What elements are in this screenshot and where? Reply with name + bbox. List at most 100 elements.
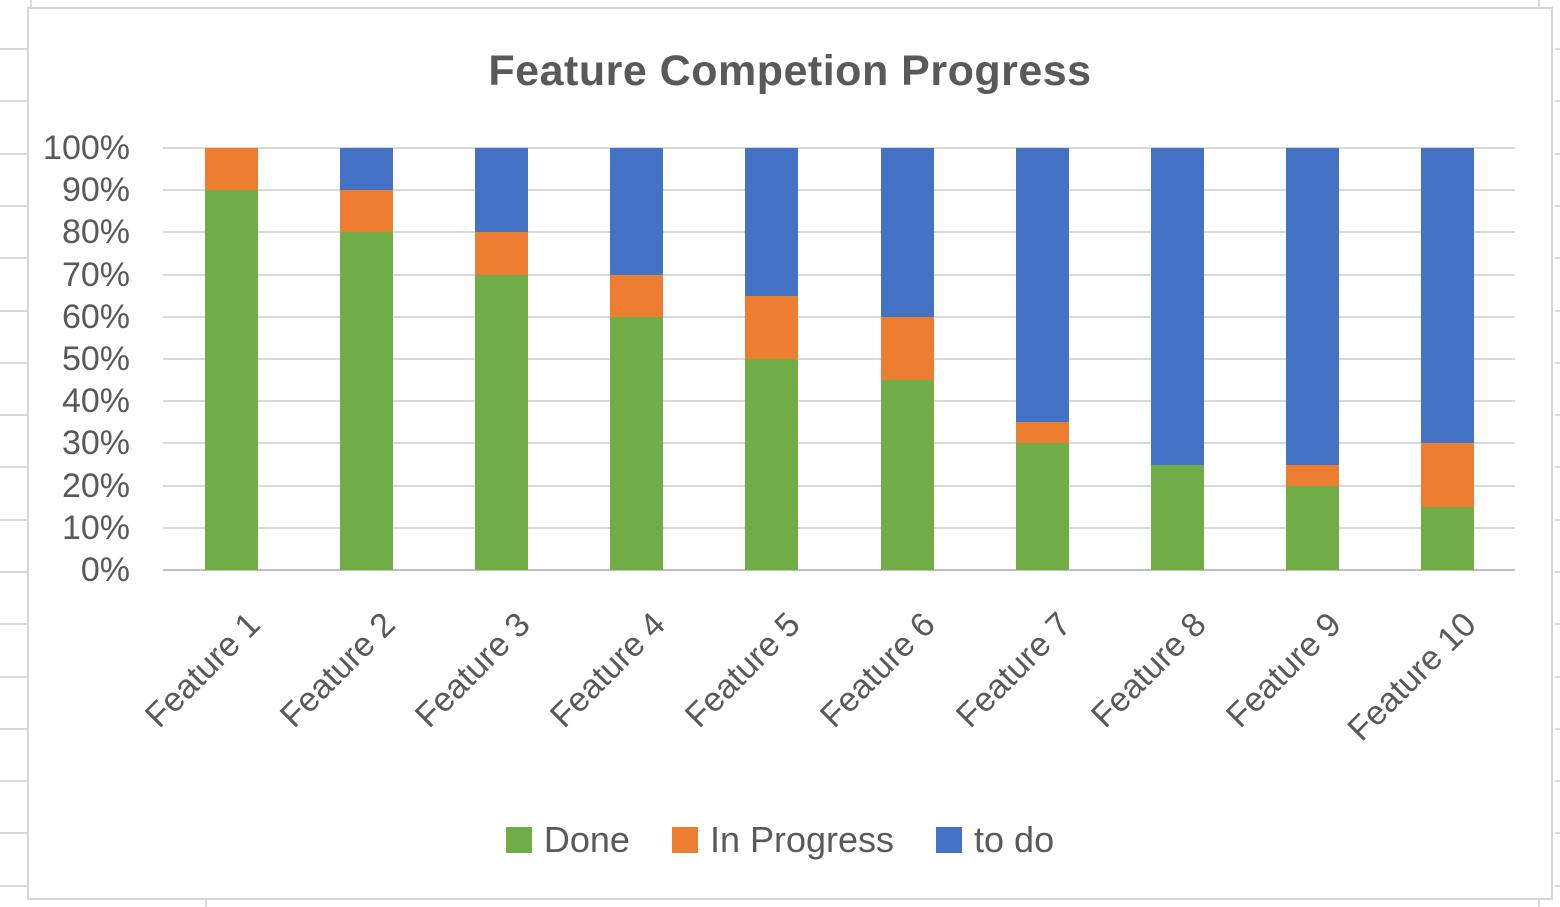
legend-label: In Progress <box>709 819 895 860</box>
worksheet-row-line <box>1555 257 1560 259</box>
major-gridline <box>163 273 1515 276</box>
bar-segment-in-progress[interactable] <box>340 190 394 233</box>
worksheet-row-line <box>0 571 27 573</box>
worksheet-column-line <box>30 0 32 7</box>
legend-item-done[interactable]: Done <box>505 820 630 860</box>
legend-item-in-progress[interactable]: In Progress <box>671 819 895 860</box>
worksheet-row-line <box>0 832 27 834</box>
worksheet-row-line <box>0 623 27 625</box>
worksheet-row-line <box>0 205 27 207</box>
bar-segment-done[interactable] <box>1420 506 1474 570</box>
bar-segment-done[interactable] <box>1015 443 1069 570</box>
worksheet-row-line <box>0 153 27 155</box>
bar-segment-in-progress[interactable] <box>1420 443 1474 507</box>
bar-segment-in-progress[interactable] <box>475 232 529 275</box>
major-gridline <box>163 147 1515 149</box>
bar-segment-done[interactable] <box>205 190 258 570</box>
y-axis-tick-label: 30% <box>61 424 130 463</box>
worksheet-row-line <box>1555 362 1560 364</box>
legend-swatch <box>936 827 963 853</box>
worksheet-column-line <box>1538 900 1540 907</box>
legend-swatch <box>671 827 698 853</box>
worksheet-row-line <box>0 780 27 782</box>
bar-segment-to-do[interactable] <box>340 148 394 191</box>
worksheet-row-line <box>1555 832 1560 834</box>
major-gridline <box>163 526 1515 529</box>
bar-stack <box>745 148 799 570</box>
major-gridline <box>163 189 1515 192</box>
bar-segment-to-do[interactable] <box>610 148 664 275</box>
worksheet-row-line <box>1555 310 1560 312</box>
worksheet-row-line <box>0 414 27 416</box>
y-axis-tick-label: 10% <box>61 508 130 547</box>
y-axis-tick-label: 70% <box>61 255 130 294</box>
bar-stack <box>1150 148 1204 570</box>
bar-segment-to-do[interactable] <box>1015 148 1069 423</box>
y-axis-tick-label: 20% <box>61 466 130 505</box>
chart-legend[interactable]: Done In Progress to do <box>0 820 1560 860</box>
bar-segment-in-progress[interactable] <box>880 316 934 381</box>
bar-stack <box>1015 148 1069 570</box>
worksheet-column-line <box>205 900 207 907</box>
bar-stack <box>205 148 258 570</box>
worksheet-column-line <box>1538 0 1540 7</box>
y-axis-tick-label: 60% <box>61 297 130 336</box>
bar-segment-done[interactable] <box>610 316 664 570</box>
worksheet-row-line <box>1555 205 1560 207</box>
worksheet-row-line <box>0 676 27 678</box>
worksheet-row-line <box>0 362 27 364</box>
bar-segment-in-progress[interactable] <box>610 274 664 317</box>
bar-segment-to-do[interactable] <box>745 148 799 296</box>
bar-segment-done[interactable] <box>880 380 934 570</box>
y-axis-tick-label: 0% <box>80 551 130 589</box>
worksheet-row-line <box>1555 623 1560 625</box>
worksheet-row-line <box>1555 100 1560 102</box>
major-gridline <box>163 315 1515 318</box>
bar-segment-done[interactable] <box>475 274 529 570</box>
worksheet-row-line <box>1555 780 1560 782</box>
legend-item-to-do[interactable]: to do <box>936 820 1054 860</box>
worksheet-row-line <box>1555 728 1560 730</box>
y-axis-tick-label: 40% <box>61 382 130 421</box>
worksheet-row-line <box>0 257 27 259</box>
bar-segment-in-progress[interactable] <box>205 148 258 191</box>
worksheet-row-line <box>0 48 27 50</box>
major-gridline <box>163 400 1515 403</box>
bar-segment-to-do[interactable] <box>475 148 529 233</box>
worksheet-row-line <box>1555 466 1560 468</box>
x-axis-line <box>163 569 1515 571</box>
bar-stack <box>340 148 394 570</box>
bar-segment-done[interactable] <box>745 359 799 570</box>
worksheet-row-line <box>1555 519 1560 521</box>
worksheet-row-line <box>0 728 27 730</box>
legend-label: to do <box>974 819 1055 860</box>
bar-stack <box>1285 148 1339 570</box>
worksheet-row-line <box>0 310 27 312</box>
bar-stack <box>475 148 529 570</box>
worksheet-row-line <box>1555 153 1560 155</box>
bar-stack <box>880 148 934 570</box>
worksheet-row-line <box>0 100 27 102</box>
worksheet-row-line <box>0 466 27 468</box>
worksheet-row-line <box>0 885 27 887</box>
bar-segment-done[interactable] <box>1285 485 1339 570</box>
bar-segment-in-progress[interactable] <box>1285 464 1339 486</box>
bar-segment-to-do[interactable] <box>1420 148 1474 444</box>
bar-stack <box>610 148 664 570</box>
bar-segment-done[interactable] <box>340 232 394 570</box>
worksheet-row-line <box>1555 885 1560 887</box>
bar-segment-to-do[interactable] <box>1285 148 1339 465</box>
major-gridline <box>163 484 1515 487</box>
worksheet-row-line <box>1555 414 1560 416</box>
bar-segment-done[interactable] <box>1150 464 1204 570</box>
bar-segment-in-progress[interactable] <box>1015 422 1069 444</box>
y-axis-tick-label: 50% <box>61 340 130 378</box>
major-gridline <box>163 231 1515 234</box>
chart-title[interactable]: Feature Competion Progress <box>488 47 1092 95</box>
bar-segment-to-do[interactable] <box>1150 148 1204 465</box>
worksheet-row-line <box>0 519 27 521</box>
bar-segment-in-progress[interactable] <box>745 295 799 359</box>
bar-segment-to-do[interactable] <box>880 148 934 317</box>
major-gridline <box>163 358 1515 360</box>
